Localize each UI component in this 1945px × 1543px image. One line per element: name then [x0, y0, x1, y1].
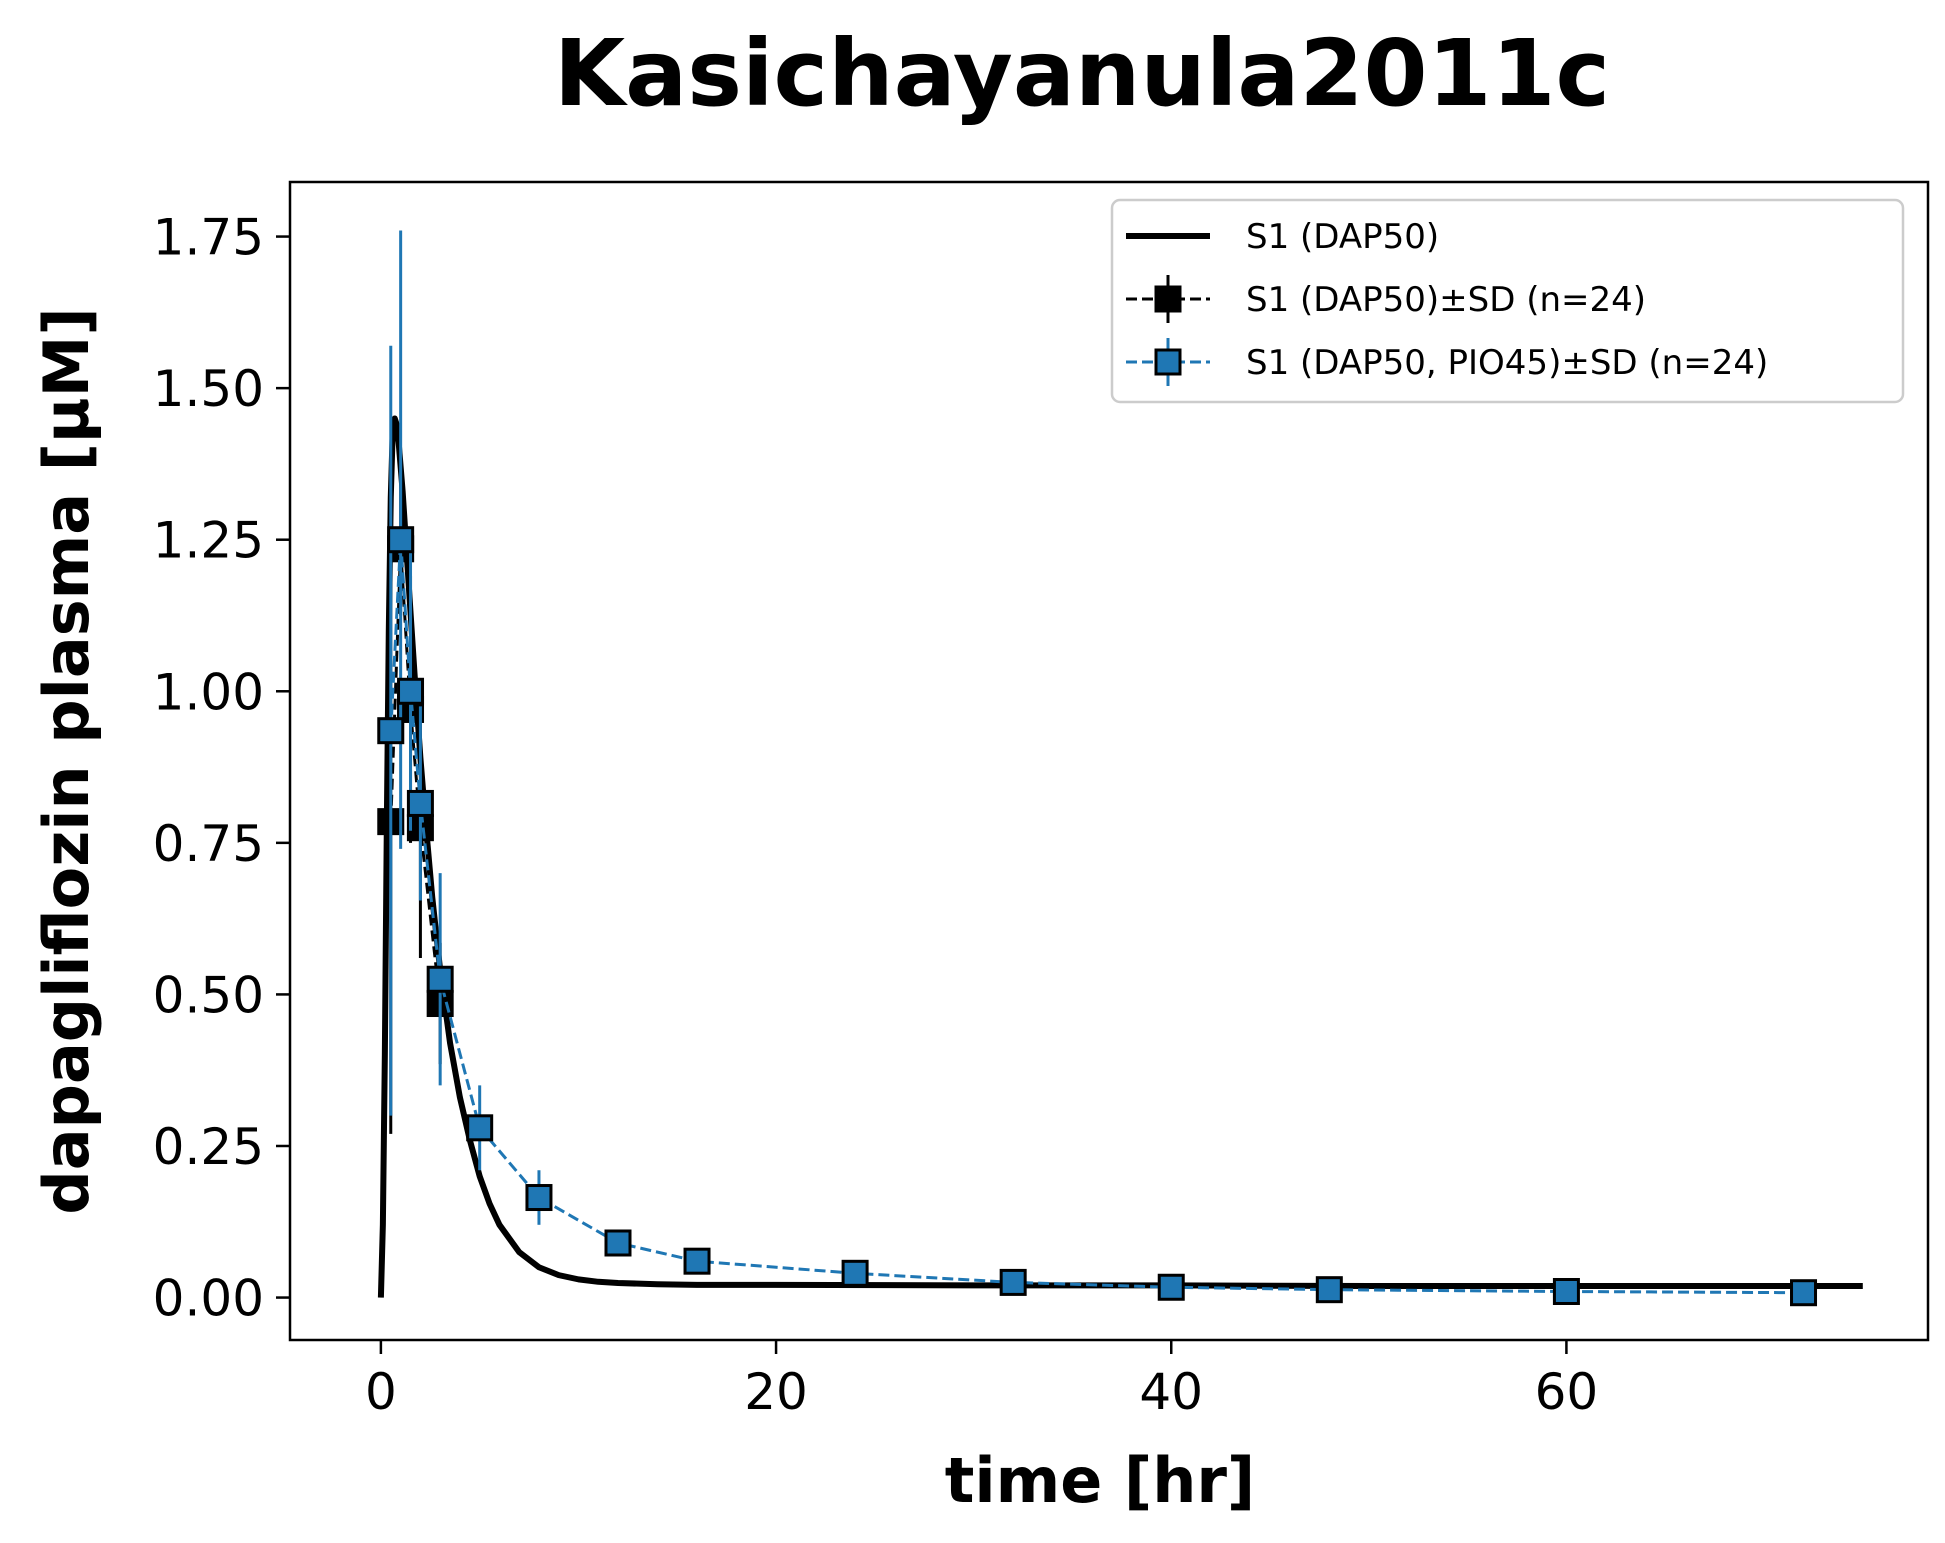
legend-box — [1110, 198, 1905, 404]
y-tick-label: 0.75 — [153, 815, 264, 873]
legend-label: S1 (DAP50, PIO45)±SD (n=24) — [1246, 343, 1768, 383]
x-tick-label: 60 — [1535, 1363, 1599, 1421]
data-point — [1315, 1276, 1343, 1304]
chart-title: Kasichayanula2011c — [554, 20, 1610, 127]
data-point — [397, 677, 425, 705]
y-tick-label: 1.25 — [153, 512, 264, 570]
x-axis: 0 20 40 60 — [365, 1340, 1598, 1421]
series-line-simulation — [377, 415, 1863, 1298]
x-tick-label: 0 — [365, 1363, 397, 1421]
data-point — [1552, 1277, 1580, 1305]
x-axis-label: time [hr] — [945, 1444, 1256, 1517]
data-point — [604, 1229, 632, 1257]
plot-frame — [288, 180, 1930, 1342]
legend-handle-marker — [1154, 348, 1182, 376]
data-point — [377, 717, 405, 745]
y-tick-label: 0.50 — [153, 966, 264, 1024]
data-point — [683, 1247, 711, 1275]
data-point — [426, 965, 454, 993]
y-tick-label: 1.00 — [153, 663, 264, 721]
y-tick-label: 0.25 — [153, 1118, 264, 1176]
legend-handle-marker — [1154, 285, 1182, 313]
data-point — [999, 1268, 1027, 1296]
legend-label: S1 (DAP50)±SD (n=24) — [1246, 280, 1646, 320]
data-point — [1157, 1273, 1185, 1301]
y-axis-label: dapagliflozin plasma [µM] — [30, 307, 103, 1214]
x-tick-label: 40 — [1139, 1363, 1203, 1421]
legend-label: S1 (DAP50) — [1246, 217, 1439, 257]
y-tick-label: 0.00 — [153, 1270, 264, 1328]
y-tick-label: 1.50 — [153, 360, 264, 418]
data-point — [387, 526, 415, 554]
y-axis: 0.00 0.25 0.50 0.75 1.00 1.25 1.50 1.75 — [153, 209, 290, 1328]
legend: S1 (DAP50) S1 (DAP50)±SD (n=24) S1 (DAP50,… — [1110, 198, 1905, 404]
data-point — [406, 789, 434, 817]
data-point — [841, 1259, 869, 1287]
data-point — [1790, 1279, 1818, 1307]
plot-content — [377, 230, 1863, 1307]
data-point — [466, 1114, 494, 1142]
data-point — [525, 1184, 553, 1212]
y-tick-label: 1.75 — [153, 209, 264, 267]
series-group-dap50-pio45 — [377, 230, 1818, 1307]
x-tick-label: 20 — [744, 1363, 808, 1421]
